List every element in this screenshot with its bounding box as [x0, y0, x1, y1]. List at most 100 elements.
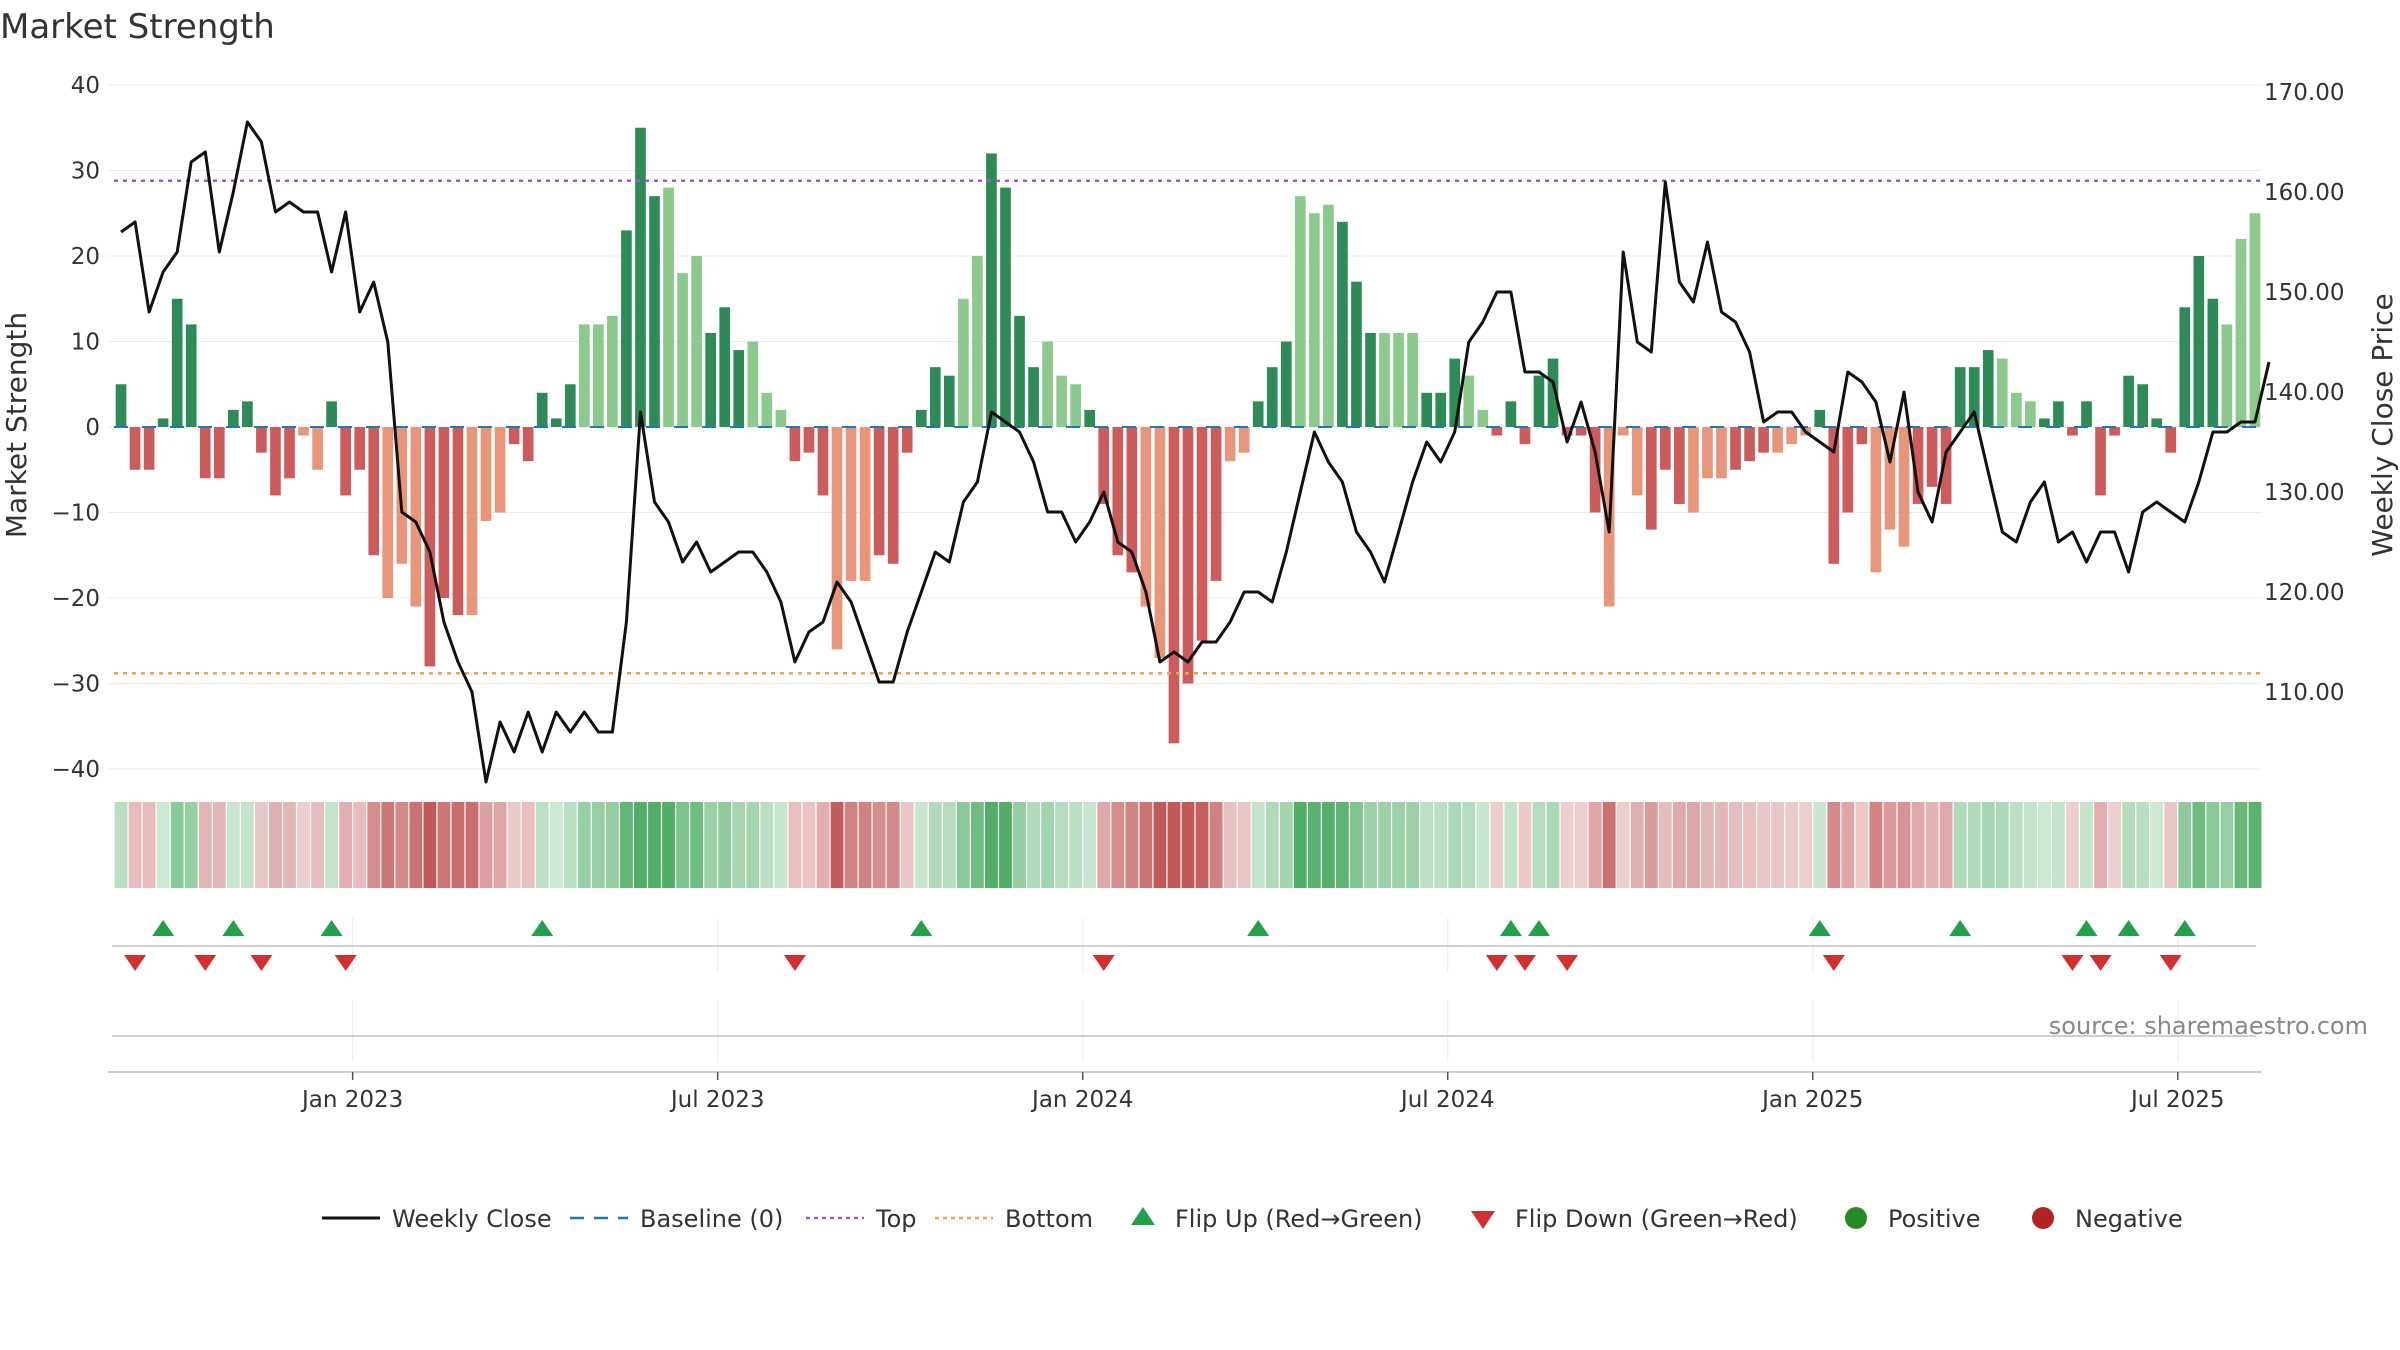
legend-label: Negative — [2075, 1205, 2183, 1233]
heat-cell — [1602, 802, 1616, 888]
heat-cell — [1406, 802, 1420, 888]
strength-bar — [1575, 427, 1587, 436]
strength-bar — [578, 324, 590, 427]
strength-bar — [2025, 401, 2036, 427]
flip-down-marker — [783, 955, 806, 971]
strength-bar — [340, 427, 351, 496]
strength-bar — [1758, 427, 1769, 453]
heat-cell — [928, 802, 942, 888]
right-tick-label: 140.00 — [2264, 380, 2344, 406]
heat-cell — [591, 802, 605, 888]
heat-cell — [914, 802, 928, 888]
strength-bar — [1954, 367, 1966, 427]
heat-cell — [830, 802, 844, 888]
right-axis-title: Weekly Close Price — [2366, 293, 2399, 556]
strength-bar — [2137, 384, 2149, 427]
heat-cell — [381, 802, 395, 888]
heat-cell — [535, 802, 549, 888]
strength-bar — [817, 427, 829, 496]
heat-cell — [2108, 802, 2122, 888]
heat-cell — [1265, 802, 1279, 888]
legend-tri-down — [1471, 1211, 1495, 1229]
strength-bar — [593, 324, 604, 427]
strength-bar — [157, 418, 169, 427]
strength-bar — [410, 427, 422, 607]
reference-lines — [114, 179, 2262, 675]
strength-bar — [1126, 427, 1138, 573]
strength-bar — [1351, 281, 1362, 427]
strength-bar — [1968, 367, 1980, 427]
strength-bar — [2193, 256, 2205, 427]
left-tick-label: 30 — [71, 159, 100, 185]
strength-bar — [1000, 187, 1011, 427]
right-tick-label: 160.00 — [2264, 180, 2344, 206]
heat-cell — [2150, 802, 2164, 888]
heat-cell — [1055, 802, 1069, 888]
right-tick-label: 120.00 — [2264, 580, 2344, 606]
heat-cell — [999, 802, 1012, 888]
flip-up-marker — [2117, 920, 2140, 936]
heat-cell — [297, 802, 310, 888]
left-tick-label: 0 — [85, 415, 100, 441]
heat-cell — [1223, 802, 1237, 888]
heat-cell — [1336, 802, 1349, 888]
strength-bar — [424, 427, 436, 667]
strength-bar — [2067, 427, 2078, 436]
strength-bar — [1940, 427, 1952, 504]
strength-bar — [1309, 213, 1320, 427]
strength-bar — [129, 427, 141, 470]
flip-down-marker — [334, 955, 357, 971]
heat-cell — [620, 802, 633, 888]
strength-bar — [873, 427, 885, 556]
flip-markers — [108, 920, 2262, 1073]
heat-cell — [1392, 802, 1406, 888]
strength-bar — [915, 409, 927, 427]
heat-cell — [942, 802, 956, 888]
right-tick-label: 110.00 — [2264, 680, 2344, 706]
flip-up-marker — [1499, 920, 1522, 936]
heat-cell — [156, 802, 170, 888]
heat-cell — [2066, 802, 2079, 888]
flip-down-marker — [1513, 955, 1536, 971]
strength-bar — [2010, 392, 2022, 427]
strength-bar — [621, 230, 632, 427]
heat-cell — [1827, 802, 1841, 888]
strength-bar — [1730, 427, 1741, 470]
strength-bar — [270, 427, 281, 496]
strength-bar — [1814, 409, 1826, 427]
strength-bar — [1238, 427, 1250, 453]
heat-cell — [1630, 802, 1644, 888]
strength-bar — [1393, 332, 1404, 427]
heat-cell — [1153, 802, 1167, 888]
right-tick-label: 130.00 — [2264, 480, 2344, 506]
heat-cell — [774, 802, 788, 888]
strength-bar — [649, 196, 660, 427]
strength-bar — [958, 298, 969, 427]
heat-cell — [2009, 802, 2023, 888]
heat-cell — [1813, 802, 1827, 888]
strength-bar — [1533, 375, 1545, 427]
strength-bar — [1786, 427, 1798, 445]
legend-label: Flip Down (Green→Red) — [1515, 1205, 1798, 1233]
flip-down-marker — [194, 955, 217, 971]
legend-circle-green — [1845, 1207, 1867, 1229]
legend-label: Flip Up (Red→Green) — [1175, 1205, 1423, 1233]
heat-cell — [1476, 802, 1490, 888]
flip-down-marker — [1556, 955, 1579, 971]
heat-cell — [634, 802, 647, 888]
weekly-close-line — [120, 120, 2271, 784]
heat-cell — [1013, 802, 1026, 888]
strength-bar — [775, 409, 787, 427]
strength-bar — [1056, 375, 1067, 427]
strength-bar — [1631, 427, 1643, 496]
heat-cell — [311, 802, 324, 888]
strength-bar — [438, 427, 450, 598]
heat-cell — [563, 802, 577, 888]
flip-down-marker — [1822, 955, 1845, 971]
strength-bar — [1168, 427, 1180, 744]
heat-cell — [1364, 802, 1377, 888]
left-tick-label: −30 — [51, 672, 100, 698]
strength-bar — [564, 384, 576, 427]
strength-bar — [1337, 221, 1348, 427]
